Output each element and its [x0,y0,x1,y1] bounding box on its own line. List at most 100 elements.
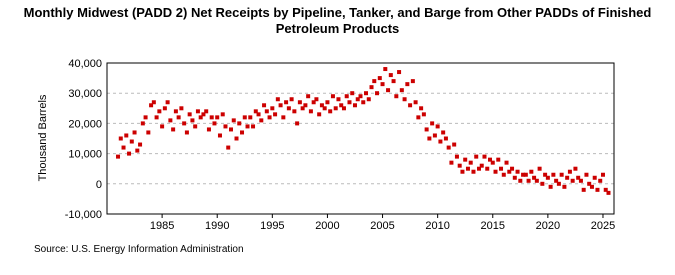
point [463,157,468,162]
point [151,100,156,105]
point [592,175,597,180]
point [576,175,581,180]
x-tick-label: 1985 [150,220,174,232]
point [154,115,159,120]
point [234,136,239,141]
point [333,106,338,111]
point [479,163,484,168]
point [149,103,154,108]
point [526,178,531,183]
point [173,109,178,114]
point [157,109,162,114]
point [162,106,167,111]
point [435,124,440,129]
point [179,106,184,111]
point [534,178,539,183]
point [344,94,349,99]
point [143,115,148,120]
point [317,112,322,117]
point [551,172,556,177]
point [545,175,550,180]
point [352,103,357,108]
point [171,127,176,132]
point [311,100,316,105]
point [372,79,377,84]
point [262,103,267,108]
point [160,124,165,129]
point [548,184,553,189]
point [432,133,437,138]
point [499,166,504,171]
y-tick-label: 10,000 [68,149,102,161]
point [193,124,198,129]
point [578,178,583,183]
point [523,172,528,177]
point [421,112,426,117]
point [490,160,495,165]
point [284,100,289,105]
y-tick-label: 0 [96,179,102,191]
point [394,94,399,99]
point [275,97,280,102]
point [212,121,217,126]
point [402,97,407,102]
point [567,169,572,174]
point [556,181,561,186]
point [446,145,451,150]
point [504,160,509,165]
point [512,175,517,180]
chart-title: Monthly Midwest (PADD 2) Net Receipts by… [23,5,652,36]
point [165,100,170,105]
point [474,154,479,159]
point [201,112,206,117]
point [187,112,192,117]
point [138,142,143,147]
point [543,172,548,177]
point [441,130,446,135]
point [140,121,145,126]
point [587,181,592,186]
x-tick-label: 2000 [315,220,339,232]
point [438,139,443,144]
point [259,118,264,123]
point [476,166,481,171]
point [308,109,313,114]
point [121,145,126,150]
point [471,169,476,174]
point [540,181,545,186]
point [565,175,570,180]
point [397,70,402,75]
point [237,121,242,126]
point [215,115,220,120]
point [319,103,324,108]
point [127,151,132,156]
point [330,94,335,99]
point [306,94,311,99]
point [184,130,189,135]
point [322,106,327,111]
point [443,136,448,141]
point [176,115,181,120]
point [168,118,173,123]
point [488,157,493,162]
point [518,178,523,183]
point [589,184,594,189]
point [375,91,380,96]
point [264,109,269,114]
point [364,91,369,96]
point [606,190,611,195]
point [573,166,578,171]
point [581,187,586,192]
point [603,187,608,192]
point [240,130,245,135]
point [303,103,308,108]
point [146,130,151,135]
point [386,88,391,93]
y-axis-label: Thousand Barrels [37,94,49,181]
point [537,166,542,171]
point [217,133,222,138]
point [226,145,231,150]
y-tick-label: 30,000 [68,88,102,100]
